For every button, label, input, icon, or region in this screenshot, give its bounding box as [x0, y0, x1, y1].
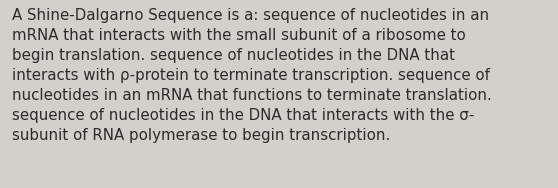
- Text: A Shine-Dalgarno Sequence is a: sequence of nucleotides in an
mRNA that interact: A Shine-Dalgarno Sequence is a: sequence…: [12, 8, 492, 143]
